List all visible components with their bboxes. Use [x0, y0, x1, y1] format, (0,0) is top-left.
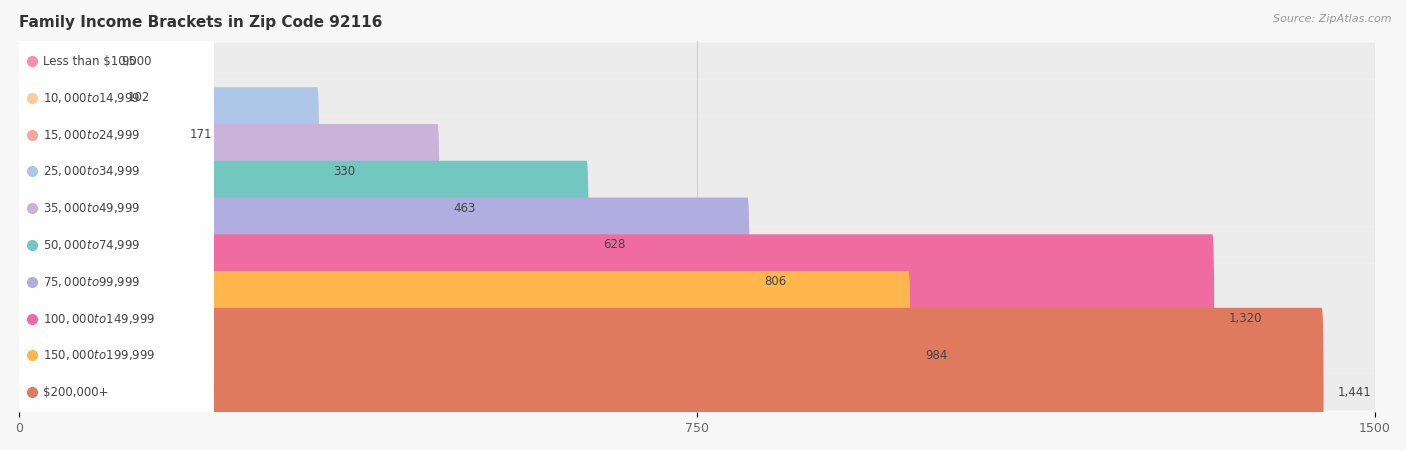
FancyBboxPatch shape	[20, 337, 1375, 374]
Text: 171: 171	[190, 128, 212, 141]
FancyBboxPatch shape	[17, 234, 1215, 403]
FancyBboxPatch shape	[20, 116, 1375, 153]
FancyBboxPatch shape	[17, 308, 1323, 450]
FancyBboxPatch shape	[20, 80, 1375, 116]
Text: $50,000 to $74,999: $50,000 to $74,999	[42, 238, 141, 252]
FancyBboxPatch shape	[20, 374, 1375, 410]
Text: $75,000 to $99,999: $75,000 to $99,999	[42, 275, 141, 289]
Text: $25,000 to $34,999: $25,000 to $34,999	[42, 164, 141, 179]
FancyBboxPatch shape	[17, 198, 749, 366]
Text: 1,441: 1,441	[1339, 386, 1372, 399]
FancyBboxPatch shape	[18, 253, 214, 450]
Text: 463: 463	[454, 202, 477, 215]
FancyBboxPatch shape	[18, 70, 214, 346]
Text: Source: ZipAtlas.com: Source: ZipAtlas.com	[1274, 14, 1392, 23]
FancyBboxPatch shape	[18, 107, 214, 383]
FancyBboxPatch shape	[20, 227, 1375, 263]
FancyBboxPatch shape	[17, 50, 176, 219]
FancyBboxPatch shape	[18, 143, 214, 420]
FancyBboxPatch shape	[17, 161, 589, 329]
Text: $10,000 to $14,999: $10,000 to $14,999	[42, 91, 141, 105]
FancyBboxPatch shape	[20, 153, 1375, 190]
Text: $35,000 to $49,999: $35,000 to $49,999	[42, 201, 141, 215]
FancyBboxPatch shape	[18, 0, 214, 273]
Text: 330: 330	[333, 165, 356, 178]
Text: $150,000 to $199,999: $150,000 to $199,999	[42, 348, 155, 362]
Text: 95: 95	[121, 54, 136, 68]
Text: $200,000+: $200,000+	[42, 386, 108, 399]
Text: Less than $10,000: Less than $10,000	[42, 54, 150, 68]
FancyBboxPatch shape	[17, 87, 319, 256]
FancyBboxPatch shape	[17, 124, 440, 292]
FancyBboxPatch shape	[20, 263, 1375, 300]
Text: 628: 628	[603, 238, 626, 252]
Text: 984: 984	[925, 349, 948, 362]
FancyBboxPatch shape	[17, 271, 911, 440]
Text: $100,000 to $149,999: $100,000 to $149,999	[42, 311, 155, 325]
FancyBboxPatch shape	[18, 217, 214, 450]
Text: 806: 806	[763, 275, 786, 288]
FancyBboxPatch shape	[20, 43, 1375, 80]
FancyBboxPatch shape	[20, 190, 1375, 227]
FancyBboxPatch shape	[18, 33, 214, 310]
FancyBboxPatch shape	[17, 0, 107, 145]
FancyBboxPatch shape	[17, 14, 112, 182]
Text: Family Income Brackets in Zip Code 92116: Family Income Brackets in Zip Code 92116	[20, 15, 382, 30]
Text: $15,000 to $24,999: $15,000 to $24,999	[42, 128, 141, 142]
FancyBboxPatch shape	[18, 0, 214, 200]
Text: 1,320: 1,320	[1229, 312, 1263, 325]
FancyBboxPatch shape	[18, 0, 214, 236]
FancyBboxPatch shape	[18, 180, 214, 450]
FancyBboxPatch shape	[20, 300, 1375, 337]
Text: 102: 102	[128, 91, 150, 104]
